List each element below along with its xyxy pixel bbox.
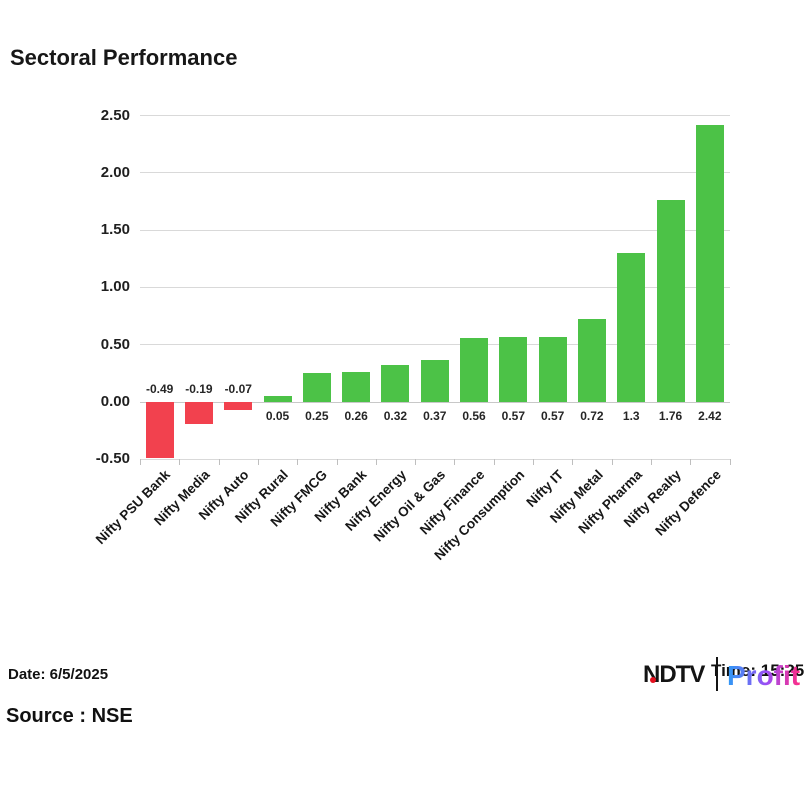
bar-Nifty Media — [184, 402, 213, 424]
ndtv-logo-text: NDTV — [643, 661, 705, 688]
bar-Nifty Pharma — [617, 253, 646, 402]
bar-Nifty FMCG — [302, 373, 331, 402]
bar-value-label: 0.57 — [540, 409, 565, 423]
bar-Nifty Realty — [656, 200, 685, 402]
axis-tick — [729, 459, 731, 466]
bar-value-label: 0.32 — [383, 409, 408, 423]
bar-value-label: 0.72 — [580, 409, 604, 423]
axis-tick — [297, 459, 299, 466]
bar-Nifty Oil & Gas — [420, 359, 449, 402]
bar-Nifty Consumption — [499, 336, 528, 402]
bar-Nifty Rural — [263, 396, 292, 402]
axis-tick — [533, 459, 534, 466]
bar-Nifty Defence — [695, 124, 724, 402]
axis-tick — [375, 459, 377, 466]
y-axis-label: 1.00 — [100, 278, 130, 296]
bar-value-label: -0.49 — [145, 382, 174, 396]
gridline — [140, 172, 730, 174]
bar-value-label: -0.07 — [224, 382, 252, 396]
gridline — [140, 401, 730, 403]
bar-value-label: 0.57 — [501, 409, 526, 423]
y-axis-label: 2.50 — [100, 106, 130, 124]
bar-value-label: 2.42 — [698, 409, 722, 423]
bar-value-label: -0.19 — [185, 382, 213, 396]
y-axis-label: 0.50 — [100, 335, 130, 353]
gridline — [140, 344, 730, 346]
bar-value-label: 0.26 — [344, 409, 368, 423]
bar-Nifty Auto — [224, 402, 253, 411]
page-title: Sectoral Performance — [10, 45, 238, 70]
y-axis-label: 1.50 — [100, 221, 130, 239]
gridline — [140, 286, 730, 288]
bar-Nifty IT — [538, 336, 567, 402]
axis-tick — [415, 459, 417, 466]
axis-tick — [454, 459, 456, 466]
bar-Nifty Finance — [460, 337, 489, 402]
y-axis-label: 2.00 — [100, 163, 130, 181]
axis-tick — [572, 459, 574, 466]
axis-tick — [218, 459, 220, 466]
bar-Nifty PSU Bank — [145, 402, 174, 459]
logo-divider — [716, 657, 718, 691]
bar-value-label: 0.25 — [305, 409, 329, 423]
bar-value-label: 1.3 — [622, 409, 640, 423]
bar-value-label: 0.37 — [423, 409, 447, 423]
y-axis-label: 0.00 — [100, 393, 130, 410]
axis-tick — [650, 459, 652, 466]
bar-Nifty Metal — [577, 319, 606, 402]
gridline — [140, 458, 730, 460]
source-label: Source : NSE — [6, 705, 133, 727]
gridline — [140, 115, 730, 116]
profit-logo-text: Profit — [727, 660, 801, 691]
axis-tick — [179, 459, 181, 466]
bar-value-label: 0.05 — [265, 409, 290, 423]
bar-value-label: 0.56 — [462, 409, 486, 423]
ndtv-profit-logo: Time: 15:25 NDTV Profit — [643, 655, 809, 705]
bar-Nifty Bank — [342, 372, 371, 402]
date-label: Date: 6/5/2025 — [8, 666, 109, 683]
bar-Nifty Energy — [381, 365, 410, 402]
ndtv-logo-dot-icon — [650, 677, 656, 683]
bar-value-label: 1.76 — [658, 409, 683, 423]
axis-tick — [493, 459, 495, 466]
time-label: Time: 15:25 — [711, 661, 804, 681]
axis-tick — [690, 459, 692, 466]
y-axis-label: -0.50 — [95, 450, 130, 468]
axis-tick — [336, 459, 338, 466]
axis-tick — [611, 459, 613, 466]
axis-tick — [257, 459, 259, 466]
axis-tick — [140, 459, 141, 466]
gridline — [140, 229, 730, 231]
